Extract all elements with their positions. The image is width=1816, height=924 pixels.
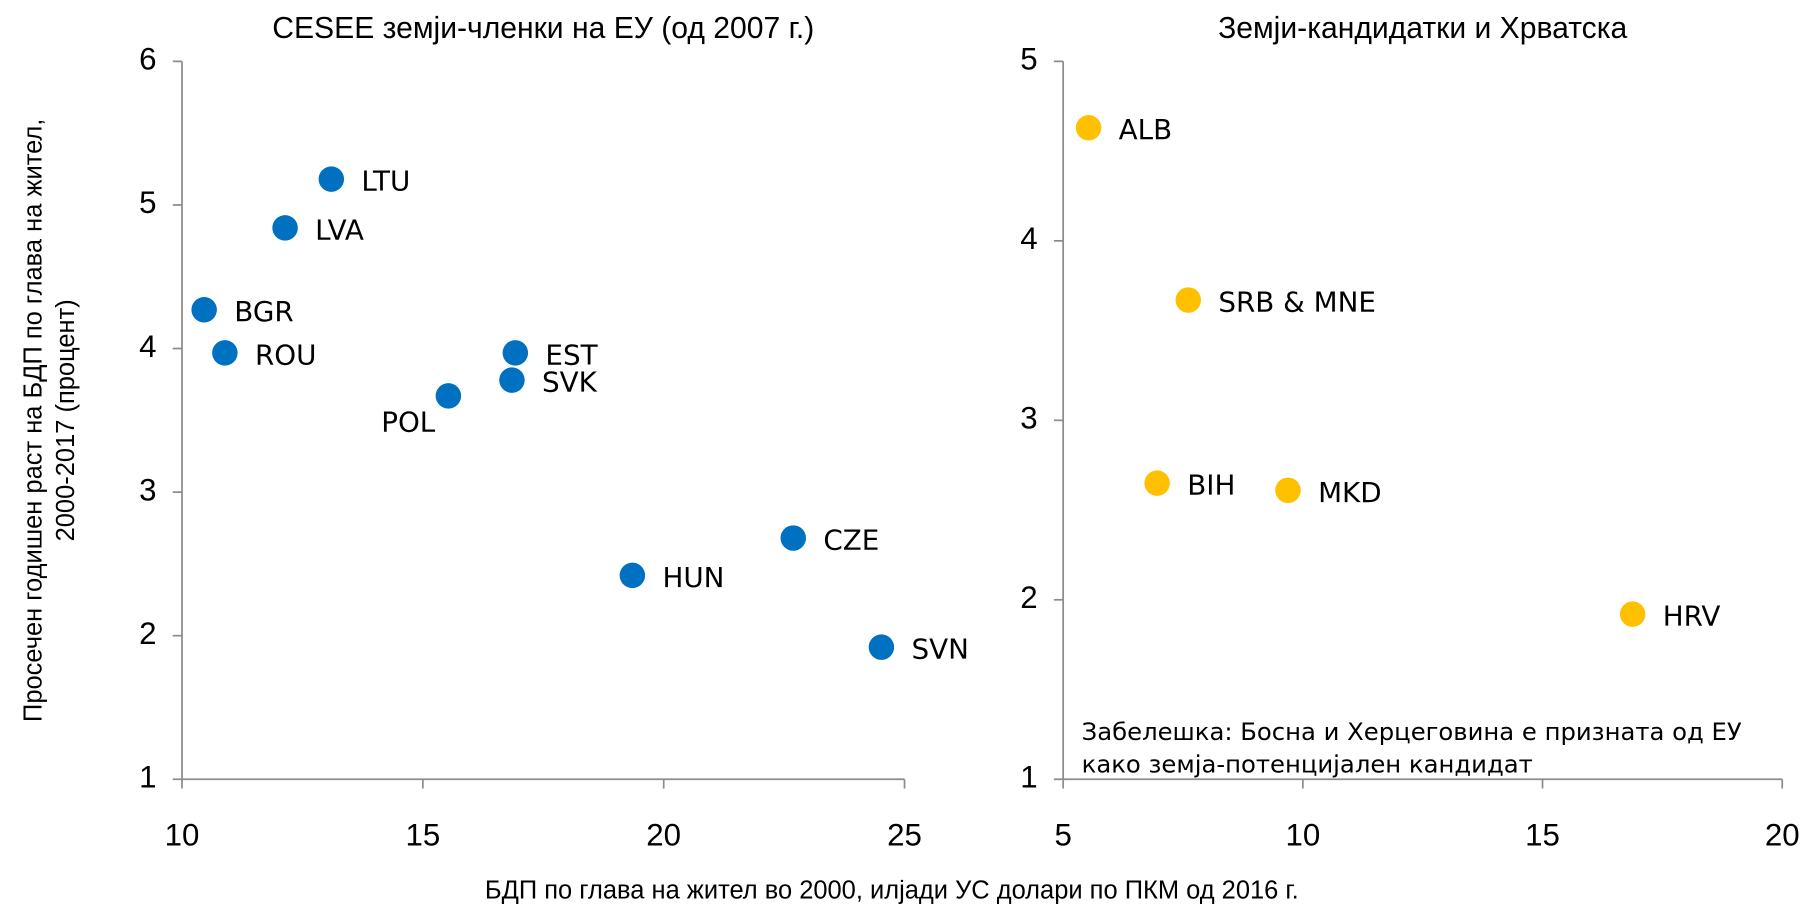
y-tick-label: 3 [1020,401,1037,436]
point [780,525,806,551]
point-label: SRB & MNE [1218,286,1376,319]
point [502,340,529,366]
point [1075,115,1102,141]
x-tick-label: 20 [1765,817,1800,852]
chart-title: CESEE земји-членки на ЕУ (од 2007 г.) [272,12,814,45]
annotation: Забелешка: Босна и Херцеговина е признат… [1082,717,1742,746]
point-label: SVK [542,366,598,399]
point [1175,287,1202,313]
y-tick-label: 4 [1020,221,1037,256]
x-tick-label: 25 [887,817,922,852]
point [435,383,462,409]
y-tick-label: 6 [139,42,156,77]
y-tick-label: 2 [1020,580,1037,615]
point [619,562,646,589]
x-axis-label: БДП по глава на жител во 2000, илјади УС… [485,876,1299,904]
point-label: POL [381,406,436,439]
y-tick-label: 2 [139,616,156,651]
y-axis-label: Просечен годишен раст на БДП по глава на… [20,119,48,722]
x-tick-label: 5 [1054,817,1071,852]
point-label: SVN [912,633,969,666]
point-label: BIH [1187,469,1235,502]
y-tick-label: 5 [139,185,156,220]
y-tick-label: 5 [1020,42,1037,77]
y-tick-label: 1 [139,760,156,795]
annotation: како земја-потенцијален кандидат [1082,749,1533,778]
point [1144,470,1170,496]
point-label: LVA [315,213,364,246]
y-axis-label: 2000-2017 (процент) [52,299,80,541]
x-tick-label: 20 [646,817,681,852]
x-tick-label: 15 [1525,817,1560,852]
point-label: HUN [662,561,724,594]
point [499,367,525,393]
point-label: MKD [1318,476,1382,509]
point-label: ALB [1119,113,1173,146]
x-tick-label: 10 [165,817,200,852]
point-label: CZE [823,524,879,557]
point [191,297,217,323]
point [1619,601,1646,627]
point [212,340,238,366]
point-label: EST [545,338,598,371]
y-tick-label: 1 [1020,760,1037,795]
y-tick-label: 3 [139,472,156,507]
point-label: HRV [1663,600,1721,633]
chart-title: Земји-кандидатки и Хрватска [1218,12,1627,45]
x-tick-label: 10 [1285,817,1320,852]
y-tick-label: 4 [139,329,156,364]
point-label: LTU [361,165,410,198]
point [272,215,298,241]
point [318,166,345,192]
x-tick-label: 15 [405,817,440,852]
point-label: ROU [255,338,316,371]
point-label: BGR [234,295,293,328]
point [1275,477,1301,504]
point [868,634,895,660]
